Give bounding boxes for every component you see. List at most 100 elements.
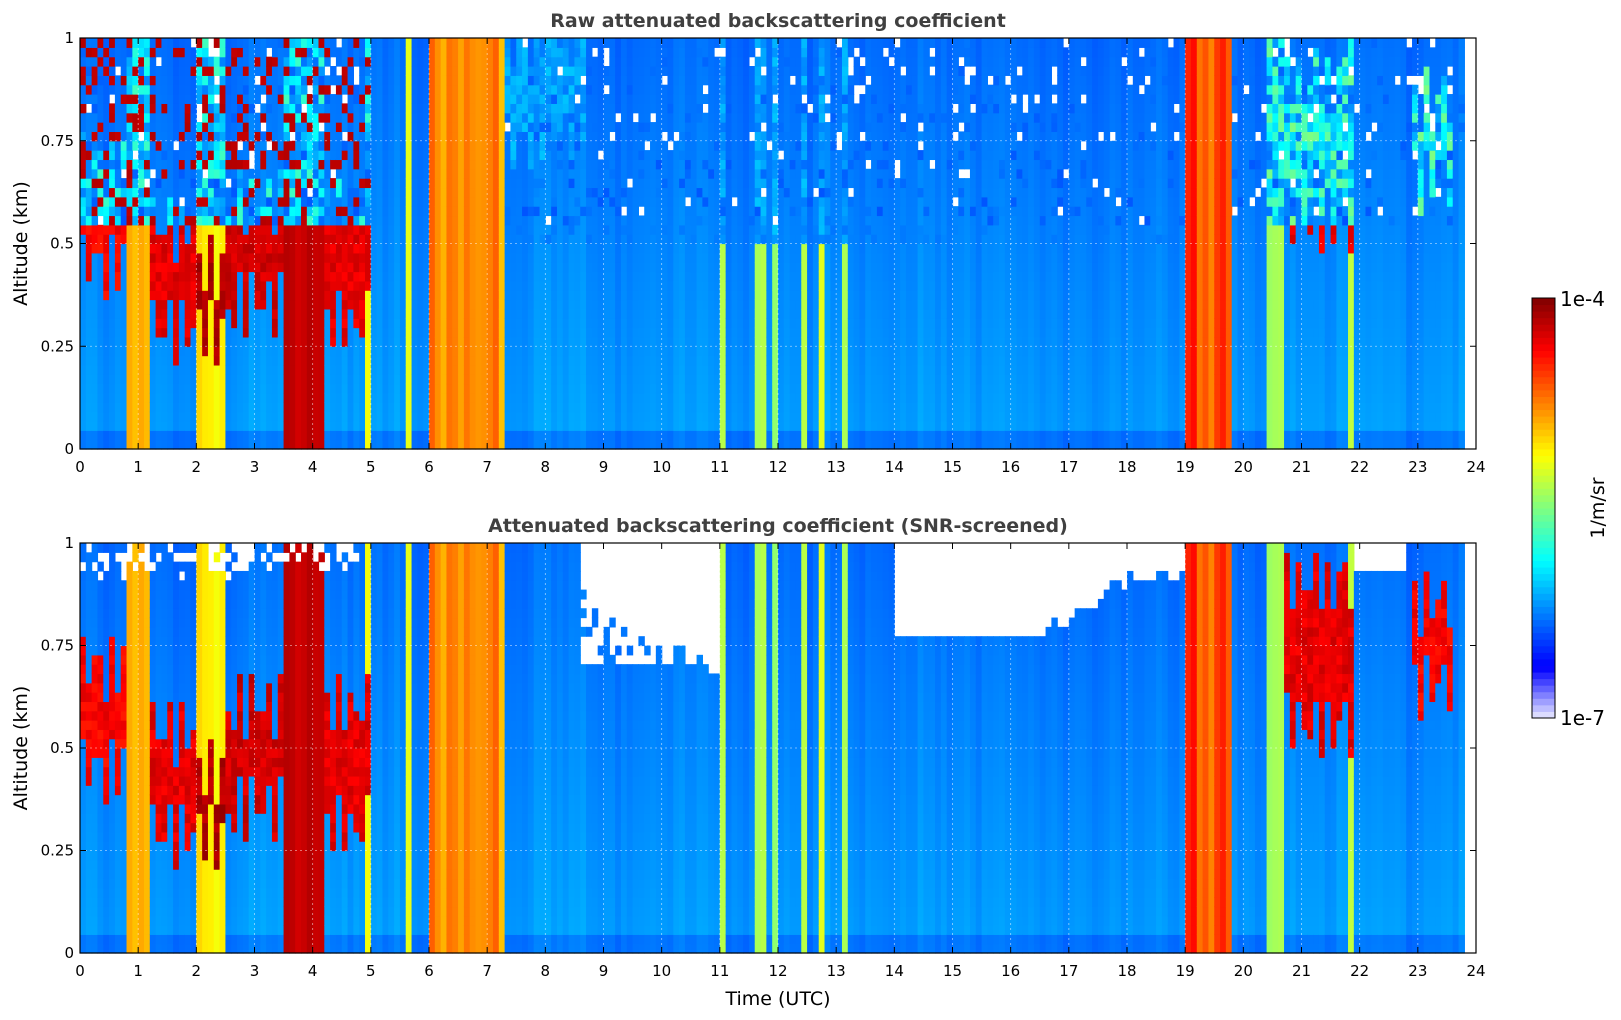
heatmap-cell: [220, 402, 226, 412]
heatmap-cell: [377, 318, 383, 328]
heatmap-cell: [336, 85, 342, 95]
heatmap-cell: [580, 412, 586, 422]
heatmap-cell: [691, 281, 697, 291]
heatmap-cell: [330, 141, 336, 151]
heatmap-cell: [255, 253, 261, 263]
heatmap-cell: [266, 337, 272, 347]
heatmap-cell: [185, 374, 191, 384]
heatmap-cell: [522, 169, 528, 179]
heatmap-cell: [604, 421, 610, 431]
heatmap-cell: [161, 57, 167, 67]
heatmap-cell: [330, 421, 336, 431]
heatmap-cell: [359, 300, 365, 310]
heatmap-cell: [569, 75, 575, 85]
heatmap-cell: [534, 187, 540, 197]
heatmap-cell: [127, 150, 133, 160]
heatmap-cell: [144, 290, 150, 300]
heatmap-cell: [586, 187, 592, 197]
heatmap-cell: [499, 94, 505, 104]
heatmap-cell: [97, 94, 103, 104]
heatmap-cell: [301, 300, 307, 310]
heatmap-cell: [592, 272, 598, 282]
heatmap-cell: [318, 234, 324, 244]
heatmap-cell: [633, 57, 639, 67]
heatmap-cell: [388, 412, 394, 422]
heatmap-cell: [92, 47, 98, 57]
heatmap-cell: [574, 66, 580, 76]
heatmap-cell: [342, 281, 348, 291]
heatmap-cell: [487, 122, 493, 132]
heatmap-cell: [382, 187, 388, 197]
heatmap-cell: [150, 374, 156, 384]
heatmap-cell: [301, 318, 307, 328]
heatmap-cell: [86, 262, 92, 272]
heatmap-cell: [516, 113, 522, 123]
heatmap-cell: [313, 309, 319, 319]
heatmap-cell: [563, 356, 569, 366]
heatmap-cell: [185, 430, 191, 440]
heatmap-cell: [260, 57, 266, 67]
heatmap-cell: [278, 141, 284, 151]
heatmap-cell: [318, 430, 324, 440]
heatmap-cell: [667, 318, 673, 328]
heatmap-cell: [103, 290, 109, 300]
heatmap-cell: [464, 75, 470, 85]
heatmap-cell: [225, 421, 231, 431]
heatmap-cell: [662, 225, 668, 235]
heatmap-cell: [173, 365, 179, 375]
heatmap-cell: [476, 206, 482, 216]
heatmap-cell: [545, 234, 551, 244]
heatmap-cell: [470, 150, 476, 160]
heatmap-cell: [510, 253, 516, 263]
heatmap-cell: [156, 328, 162, 338]
heatmap-cell: [633, 412, 639, 422]
heatmap-cell: [569, 234, 575, 244]
heatmap-cell: [144, 346, 150, 356]
heatmap-cell: [644, 150, 650, 160]
heatmap-cell: [324, 141, 330, 151]
heatmap-cell: [476, 272, 482, 282]
heatmap-cell: [353, 290, 359, 300]
heatmap-cell: [86, 159, 92, 169]
heatmap-cell: [534, 113, 540, 123]
heatmap-cell: [295, 300, 301, 310]
heatmap-cell: [551, 290, 557, 300]
heatmap-cell: [510, 85, 516, 95]
heatmap-cell: [80, 421, 86, 431]
heatmap-cell: [429, 141, 435, 151]
heatmap-cell: [702, 57, 708, 67]
heatmap-cell: [429, 402, 435, 412]
heatmap-cell: [528, 122, 534, 132]
heatmap-cell: [173, 85, 179, 95]
heatmap-cell: [243, 300, 249, 310]
heatmap-cell: [731, 85, 737, 95]
heatmap-cell: [301, 328, 307, 338]
heatmap-cell: [115, 47, 121, 57]
heatmap-cell: [417, 141, 423, 151]
heatmap-cell: [382, 412, 388, 422]
heatmap-cell: [260, 300, 266, 310]
heatmap-cell: [458, 75, 464, 85]
heatmap-cell: [720, 225, 726, 235]
heatmap-cell: [202, 47, 208, 57]
heatmap-cell: [185, 393, 191, 403]
heatmap-cell: [685, 113, 691, 123]
heatmap-cell: [394, 103, 400, 113]
heatmap-cell: [516, 197, 522, 207]
heatmap-cell: [127, 94, 133, 104]
heatmap-cell: [615, 206, 621, 216]
heatmap-cell: [109, 215, 115, 225]
heatmap-cell: [202, 57, 208, 67]
heatmap-cell: [348, 103, 354, 113]
heatmap-cell: [80, 393, 86, 403]
heatmap-cell: [161, 197, 167, 207]
heatmap-cell: [138, 234, 144, 244]
heatmap-cell: [103, 75, 109, 85]
heatmap-cell: [220, 290, 226, 300]
heatmap-cell: [673, 356, 679, 366]
heatmap-cell: [156, 85, 162, 95]
heatmap-cell: [545, 187, 551, 197]
heatmap-cell: [231, 346, 237, 356]
heatmap-cell: [86, 94, 92, 104]
heatmap-cell: [621, 290, 627, 300]
